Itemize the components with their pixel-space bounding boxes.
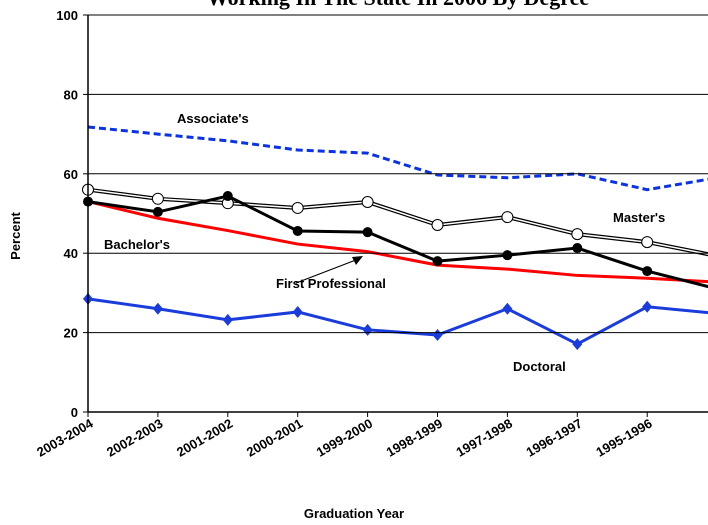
plot-area (82, 125, 708, 351)
series-line (87, 200, 708, 284)
x-tick-label: 2000-2001 (244, 416, 305, 460)
marker (222, 313, 233, 326)
annotation-arrow (295, 257, 362, 284)
y-axis-label: Percent (8, 211, 23, 259)
marker (361, 195, 374, 208)
series-label: Bachelor's (104, 237, 170, 252)
series-line (87, 125, 708, 192)
series-label: Associate's (177, 111, 249, 126)
marker (291, 201, 304, 214)
arrow-head (352, 256, 363, 265)
marker (431, 219, 444, 232)
series-label: First Professional (276, 276, 386, 291)
x-axis-label: Graduation Year (304, 506, 404, 521)
marker (222, 191, 233, 202)
y-tick-label: 80 (64, 87, 78, 102)
marker (572, 338, 583, 351)
marker (362, 227, 373, 238)
y-tick-label: 0 (71, 405, 78, 420)
series-line (87, 188, 708, 255)
y-tick-label: 40 (64, 246, 78, 261)
marker (432, 256, 443, 267)
marker (642, 266, 653, 277)
x-tick-label: 1995-1996 (593, 416, 654, 460)
marker (641, 236, 654, 249)
series-line (87, 297, 708, 346)
x-tick-label: 1999-2000 (314, 416, 375, 460)
series-line (87, 194, 708, 289)
marker (642, 300, 653, 313)
x-tick-label: 1996-1997 (523, 416, 584, 460)
series-label: Doctoral (513, 359, 566, 374)
x-tick-label: 2001-2002 (174, 416, 235, 460)
series-label: Master's (613, 210, 665, 225)
marker (501, 211, 514, 224)
marker (432, 328, 443, 341)
x-tick-label: 1997-1998 (454, 416, 515, 460)
marker (292, 225, 303, 236)
marker (152, 302, 163, 315)
marker (572, 243, 583, 254)
marker (502, 250, 513, 261)
marker (151, 192, 164, 205)
x-tick-label: 1998-1999 (384, 416, 445, 460)
marker (362, 323, 373, 336)
marker (152, 206, 163, 217)
y-tick-label: 60 (64, 167, 78, 182)
y-tick-label: 20 (64, 326, 78, 341)
x-tick-label: 2003-2004 (34, 415, 96, 459)
marker (571, 228, 584, 241)
marker (502, 302, 513, 315)
chart-title: Working In The State In 2006 By Degree (207, 0, 590, 10)
y-tick-label: 100 (56, 8, 78, 23)
marker (292, 305, 303, 318)
x-tick-label: 2002-2003 (104, 416, 165, 460)
